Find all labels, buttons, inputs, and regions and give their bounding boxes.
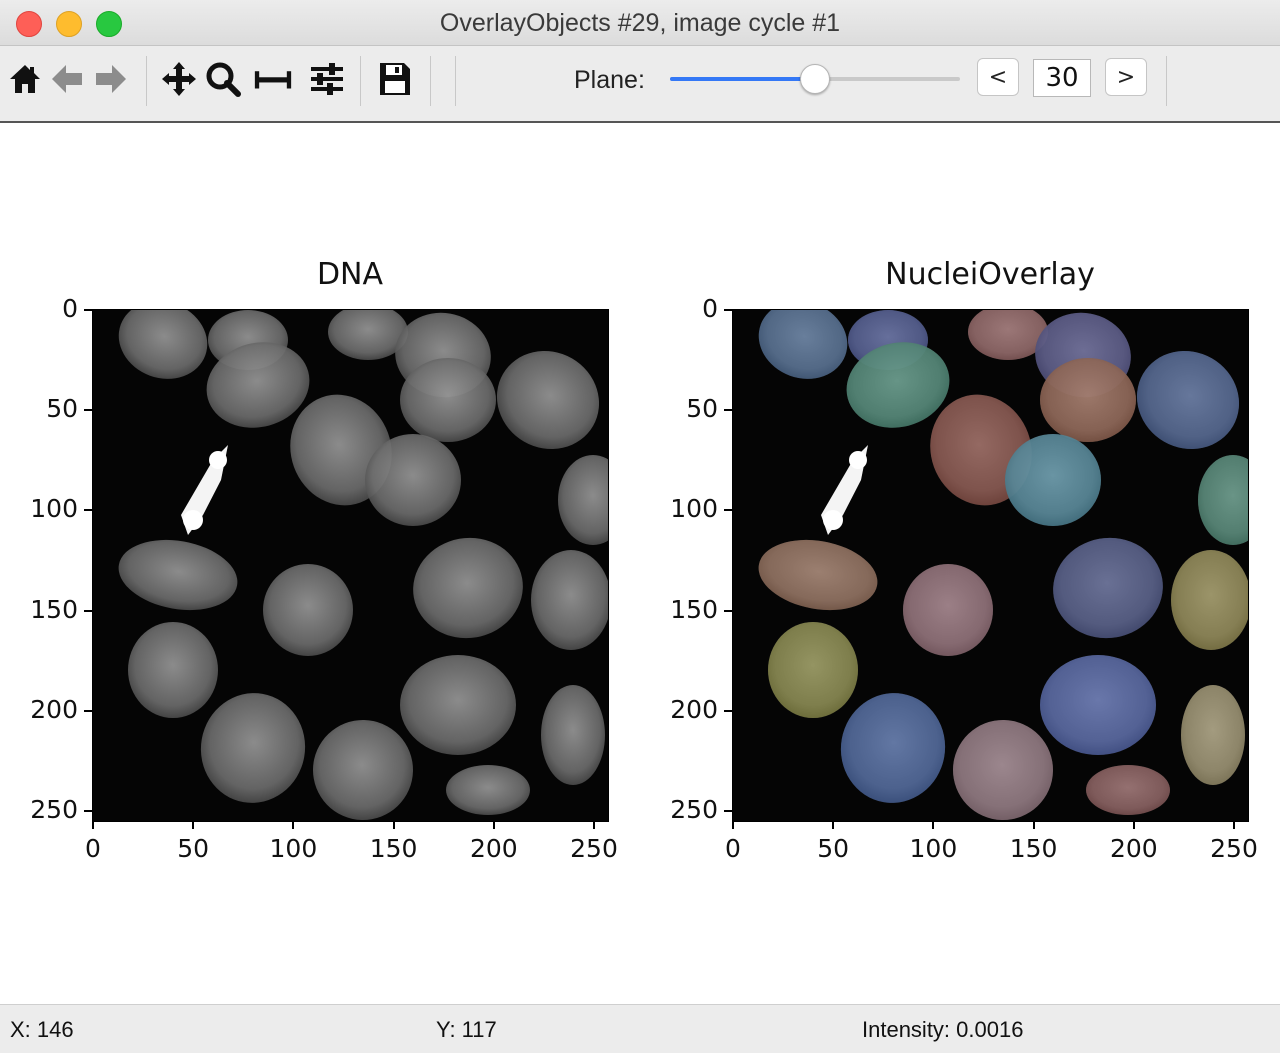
x-tick-label: 0 bbox=[725, 834, 741, 863]
pan-icon bbox=[162, 62, 196, 96]
status-y: Y: 117 bbox=[436, 1017, 497, 1042]
plane-next-button[interactable]: > bbox=[1105, 58, 1147, 96]
x-tick-label: 100 bbox=[269, 834, 318, 863]
maximize-window-button[interactable] bbox=[96, 11, 122, 37]
y-tick bbox=[724, 709, 732, 712]
zoom-button[interactable] bbox=[204, 59, 242, 99]
x-tick-label: 200 bbox=[1109, 834, 1158, 863]
x-tick bbox=[1132, 821, 1135, 829]
back-arrow-icon bbox=[52, 65, 82, 93]
pan-button[interactable] bbox=[160, 59, 198, 99]
y-tick bbox=[84, 409, 92, 412]
x-tick bbox=[732, 821, 734, 829]
x-tick-label: 250 bbox=[1210, 834, 1258, 863]
status-intensity: Intensity: 0.0016 bbox=[862, 1017, 1024, 1042]
y-tick bbox=[724, 509, 732, 512]
y-tick-label: 250 bbox=[30, 795, 78, 824]
subplots-icon bbox=[254, 71, 292, 89]
dna-image[interactable] bbox=[92, 309, 609, 822]
y-tick-label: 100 bbox=[670, 494, 718, 524]
plane-prev-button[interactable]: < bbox=[977, 58, 1019, 96]
y-tick bbox=[724, 409, 732, 412]
home-button[interactable] bbox=[6, 59, 44, 99]
x-tick bbox=[292, 821, 295, 829]
zoom-icon bbox=[206, 62, 241, 97]
x-tick bbox=[832, 821, 835, 829]
y-tick bbox=[724, 609, 732, 612]
subplots-button[interactable] bbox=[254, 59, 292, 99]
x-tick-label: 0 bbox=[85, 834, 101, 863]
x-tick bbox=[1233, 821, 1235, 829]
minimize-window-button[interactable] bbox=[56, 11, 82, 37]
x-tick bbox=[192, 821, 195, 829]
panel-title: NucleiOverlay bbox=[885, 257, 1095, 292]
y-tick-label: 200 bbox=[670, 694, 718, 724]
x-tick bbox=[492, 821, 495, 829]
figure-canvas[interactable]: DNA 0 50 100 150 200 250 0 50 100 150 200 250 Nucle… bbox=[0, 123, 1280, 1003]
y-tick bbox=[84, 810, 92, 812]
y-tick-label: 0 bbox=[702, 294, 718, 323]
plane-input[interactable]: 30 bbox=[1033, 59, 1091, 97]
status-x: X: 146 bbox=[10, 1017, 74, 1042]
y-tick-label: 150 bbox=[30, 594, 78, 624]
x-tick bbox=[392, 821, 395, 829]
plane-label: Plane: bbox=[574, 66, 645, 94]
y-tick-label: 0 bbox=[62, 294, 78, 323]
y-tick bbox=[724, 309, 732, 311]
save-button[interactable] bbox=[376, 59, 414, 99]
x-tick-label: 150 bbox=[369, 834, 418, 863]
x-tick-label: 100 bbox=[909, 834, 958, 863]
x-tick-label: 250 bbox=[570, 834, 618, 863]
close-window-button[interactable] bbox=[16, 11, 42, 37]
y-tick bbox=[84, 509, 92, 512]
forward-arrow-icon bbox=[96, 65, 126, 93]
x-tick-label: 200 bbox=[469, 834, 518, 863]
y-tick-label: 200 bbox=[30, 694, 78, 724]
forward-button[interactable] bbox=[92, 59, 130, 99]
y-tick bbox=[84, 609, 92, 612]
y-tick-label: 150 bbox=[670, 594, 718, 624]
y-tick-label: 100 bbox=[30, 494, 78, 524]
configure-button[interactable] bbox=[308, 59, 346, 99]
y-tick-label: 50 bbox=[46, 394, 78, 424]
y-tick bbox=[84, 709, 92, 712]
plane-slider[interactable] bbox=[670, 64, 960, 94]
y-tick bbox=[724, 810, 732, 812]
x-tick-label: 50 bbox=[177, 834, 210, 863]
x-tick-label: 150 bbox=[1009, 834, 1058, 863]
x-tick bbox=[932, 821, 935, 829]
x-tick bbox=[92, 821, 94, 829]
back-button[interactable] bbox=[48, 59, 86, 99]
x-tick-label: 50 bbox=[817, 834, 850, 863]
status-bar: X: 146 Y: 117 Intensity: 0.0016 bbox=[0, 1004, 1280, 1053]
y-tick bbox=[84, 309, 92, 311]
plane-slider-knob[interactable] bbox=[800, 64, 830, 94]
window-titlebar: OverlayObjects #29, image cycle #1 bbox=[0, 0, 1280, 46]
x-tick bbox=[593, 821, 595, 829]
y-tick-label: 50 bbox=[686, 394, 718, 424]
toolbar: Plane: < 30 > bbox=[0, 46, 1280, 123]
x-tick bbox=[1032, 821, 1035, 829]
nuclei-overlay-image[interactable] bbox=[732, 309, 1249, 822]
panel-title: DNA bbox=[316, 257, 384, 292]
configure-icon bbox=[311, 63, 343, 95]
home-icon bbox=[10, 65, 40, 93]
window-title: OverlayObjects #29, image cycle #1 bbox=[439, 9, 841, 37]
save-icon bbox=[380, 63, 410, 95]
y-tick-label: 250 bbox=[670, 795, 718, 824]
